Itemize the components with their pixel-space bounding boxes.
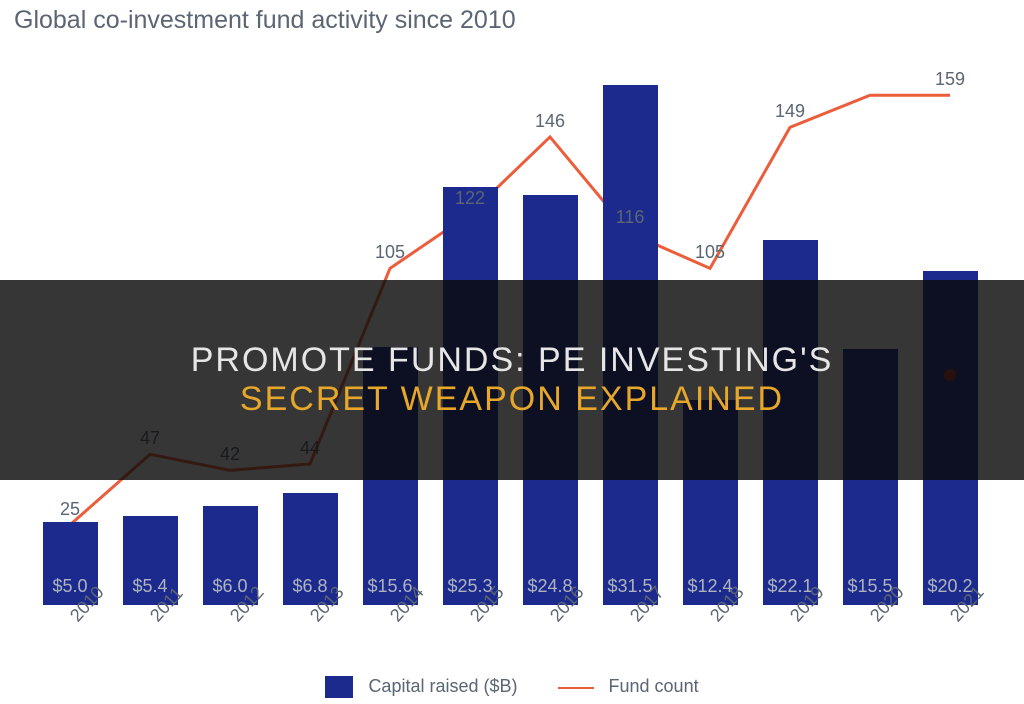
legend: Capital raised ($B) Fund count — [0, 676, 1024, 698]
fund-count-label: 105 — [360, 242, 420, 263]
fund-count-label-159: 159 — [920, 69, 980, 90]
headline-line-1: PROMOTE FUNDS: PE INVESTING'S — [191, 341, 834, 380]
chart-title: Global co-investment fund activity since… — [14, 6, 516, 35]
legend-line-swatch — [558, 687, 594, 689]
legend-line-label: Fund count — [609, 676, 699, 696]
fund-count-label: 116 — [600, 207, 660, 228]
legend-line: Fund count — [558, 676, 699, 697]
legend-bar-swatch — [325, 676, 353, 698]
fund-count-label: 25 — [40, 499, 100, 520]
headline-overlay: PROMOTE FUNDS: PE INVESTING'S SECRET WEA… — [0, 280, 1024, 480]
fund-count-label: 75 — [920, 245, 980, 266]
fund-count-label: 146 — [520, 111, 580, 132]
fund-count-label: 122 — [440, 188, 500, 209]
legend-bar-label: Capital raised ($B) — [368, 676, 517, 696]
legend-bar: Capital raised ($B) — [325, 676, 517, 698]
fund-count-label: 105 — [680, 242, 740, 263]
headline-line-2: SECRET WEAPON EXPLAINED — [240, 380, 784, 419]
fund-count-label: 149 — [760, 101, 820, 122]
